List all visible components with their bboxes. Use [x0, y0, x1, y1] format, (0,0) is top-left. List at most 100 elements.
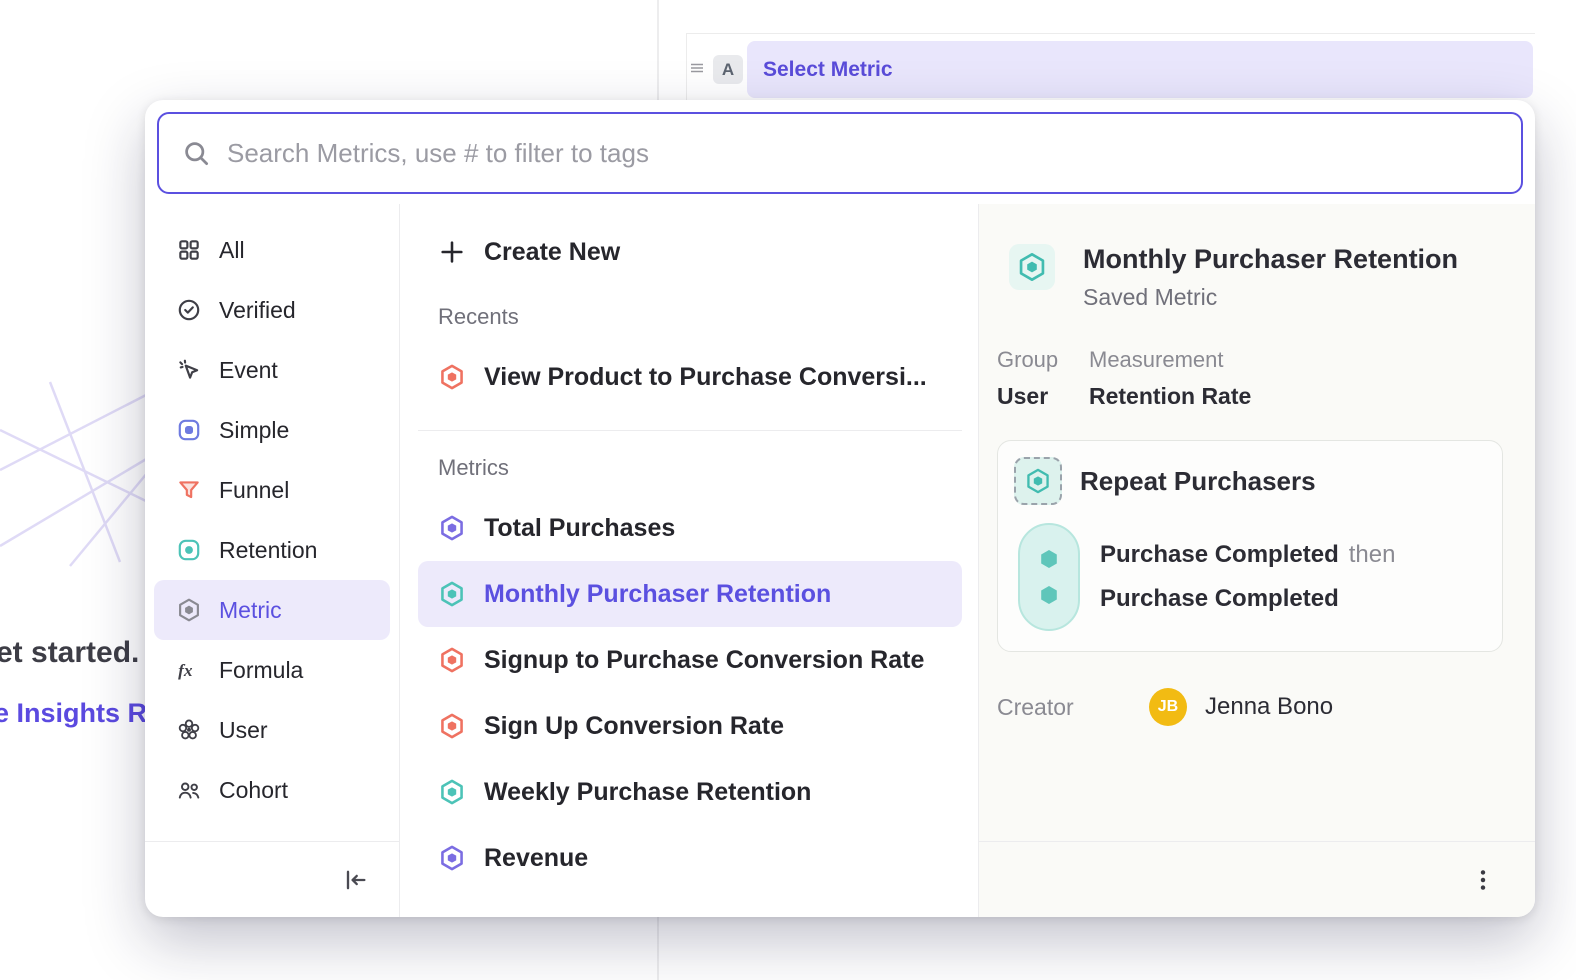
- event-cursor-icon: [176, 357, 202, 383]
- sidebar-item-label: Event: [219, 357, 278, 384]
- list-item-label: View Product to Purchase Conversi...: [484, 363, 927, 392]
- sidebar-item-label: User: [219, 717, 268, 744]
- sidebar-item-label: Simple: [219, 417, 289, 444]
- sidebar-item-label: Metric: [219, 597, 282, 624]
- metric-hexagon-icon: [438, 778, 466, 806]
- grid-icon: [176, 237, 202, 263]
- sidebar-item-retention[interactable]: Retention: [154, 520, 390, 580]
- list-item-metric-selected[interactable]: Monthly Purchaser Retention: [418, 561, 962, 627]
- list-item-metric[interactable]: Signup to Purchase Conversion Rate: [418, 627, 962, 693]
- list-item-label: Total Purchases: [484, 514, 675, 543]
- retention-icon: [176, 537, 202, 563]
- preview-title-block: Monthly Purchaser Retention Saved Metric: [1083, 244, 1458, 311]
- kebab-menu-icon[interactable]: [1469, 866, 1497, 894]
- series-a-badge[interactable]: A: [713, 55, 743, 84]
- create-new-button[interactable]: Create New: [418, 224, 962, 280]
- definition-card: Repeat Purchasers Purchase Completedthen: [997, 440, 1503, 652]
- group-column: Group User: [997, 347, 1089, 410]
- sidebar-item-verified[interactable]: Verified: [154, 280, 390, 340]
- sidebar-item-label: Funnel: [219, 477, 289, 504]
- step-connector: then: [1349, 541, 1396, 568]
- creator-row: Creator JB Jenna Bono: [997, 688, 1519, 726]
- list-item-metric[interactable]: Sign Up Conversion Rate: [418, 693, 962, 759]
- list-item-label: Weekly Purchase Retention: [484, 778, 811, 807]
- metric-preview-panel: Monthly Purchaser Retention Saved Metric…: [978, 204, 1535, 917]
- list-item-label: Sign Up Conversion Rate: [484, 712, 784, 741]
- metrics-section-title: Metrics: [438, 455, 978, 481]
- sidebar-item-label: Cohort: [219, 777, 288, 804]
- step-hexagon-icon: [1037, 547, 1061, 571]
- plus-icon: [438, 238, 466, 266]
- creator-label: Creator: [997, 694, 1149, 721]
- step-2-event: Purchase Completed: [1100, 585, 1339, 612]
- simple-icon: [176, 417, 202, 443]
- preview-subtitle: Saved Metric: [1083, 284, 1458, 311]
- search-bar: [157, 112, 1523, 194]
- modal-columns: All Verified Event: [145, 204, 1535, 917]
- steps-pill: [1018, 523, 1080, 631]
- collapse-left-icon[interactable]: [341, 866, 369, 894]
- cohort-hexagon-icon: [1014, 457, 1062, 505]
- metric-hexagon-icon: [438, 580, 466, 608]
- funnel-icon: [176, 477, 202, 503]
- sidebar-item-cohort[interactable]: Cohort: [154, 760, 390, 820]
- metric-hexagon-icon: [176, 597, 202, 623]
- search-icon: [181, 138, 211, 168]
- sidebar-item-all[interactable]: All: [154, 220, 390, 280]
- verified-icon: [176, 297, 202, 323]
- sidebar-item-metric[interactable]: Metric: [154, 580, 390, 640]
- sidebar-item-label: Retention: [219, 537, 317, 564]
- preview-header: Monthly Purchaser Retention Saved Metric: [1009, 244, 1519, 311]
- recents-section-title: Recents: [438, 304, 978, 330]
- metric-hexagon-icon: [1009, 244, 1055, 290]
- definition-name: Repeat Purchasers: [1080, 466, 1316, 497]
- measurement-value: Retention Rate: [1089, 383, 1251, 410]
- list-item-metric[interactable]: Total Purchases: [418, 495, 962, 561]
- metric-hexagon-icon: [438, 844, 466, 872]
- list-item-metric[interactable]: Revenue: [418, 825, 962, 891]
- sidebar-item-simple[interactable]: Simple: [154, 400, 390, 460]
- metric-picker-modal: All Verified Event: [145, 100, 1535, 917]
- step-hexagon-icon: [1037, 583, 1061, 607]
- background-insights-link-fragment[interactable]: e Insights Re: [0, 698, 162, 729]
- definition-steps: Purchase Completedthen Purchase Complete…: [1018, 523, 1486, 631]
- list-divider: [418, 430, 962, 431]
- svg-text:fx: fx: [178, 661, 193, 680]
- sidebar-item-label: Formula: [219, 657, 303, 684]
- category-sidebar: All Verified Event: [145, 204, 400, 917]
- search-input[interactable]: [211, 138, 1521, 169]
- definition-card-header: Repeat Purchasers: [1014, 457, 1486, 505]
- cohort-icon: [176, 777, 202, 803]
- user-flower-icon: [176, 717, 202, 743]
- metric-list: Create New Recents View Product to Purch…: [400, 204, 978, 917]
- list-item-metric[interactable]: Weekly Purchase Retention: [418, 759, 962, 825]
- sidebar-item-label: All: [219, 237, 245, 264]
- creator-name: Jenna Bono: [1205, 693, 1333, 721]
- metric-hexagon-icon: [438, 363, 466, 391]
- metric-selector-bar: A Select Metric: [686, 33, 1535, 103]
- select-metric-label: Select Metric: [763, 58, 893, 82]
- step-1: Purchase Completedthen: [1100, 541, 1395, 569]
- page: et started. e Insights Re A Select Metri…: [0, 0, 1576, 980]
- list-item-label: Monthly Purchaser Retention: [484, 580, 831, 609]
- preview-meta: Group User Measurement Retention Rate: [997, 347, 1519, 410]
- step-2: Purchase Completed: [1100, 585, 1395, 613]
- preview-title: Monthly Purchaser Retention: [1083, 244, 1458, 275]
- formula-icon: fx: [176, 657, 202, 683]
- sidebar-item-user[interactable]: User: [154, 700, 390, 760]
- list-item-label: Signup to Purchase Conversion Rate: [484, 646, 924, 675]
- preview-footer: [979, 841, 1535, 917]
- metric-hexagon-icon: [438, 646, 466, 674]
- list-item-recent[interactable]: View Product to Purchase Conversi...: [418, 344, 962, 410]
- sidebar-item-event[interactable]: Event: [154, 340, 390, 400]
- measurement-column: Measurement Retention Rate: [1089, 347, 1251, 410]
- select-metric-button[interactable]: Select Metric: [747, 41, 1533, 98]
- sidebar-item-label: Verified: [219, 297, 296, 324]
- step-texts: Purchase Completedthen Purchase Complete…: [1100, 523, 1395, 631]
- drag-handle-icon[interactable]: [689, 60, 705, 76]
- sidebar-item-funnel[interactable]: Funnel: [154, 460, 390, 520]
- measurement-label: Measurement: [1089, 347, 1251, 373]
- sidebar-item-formula[interactable]: fx Formula: [154, 640, 390, 700]
- sidebar-footer: [145, 841, 399, 917]
- list-item-label: Revenue: [484, 844, 588, 873]
